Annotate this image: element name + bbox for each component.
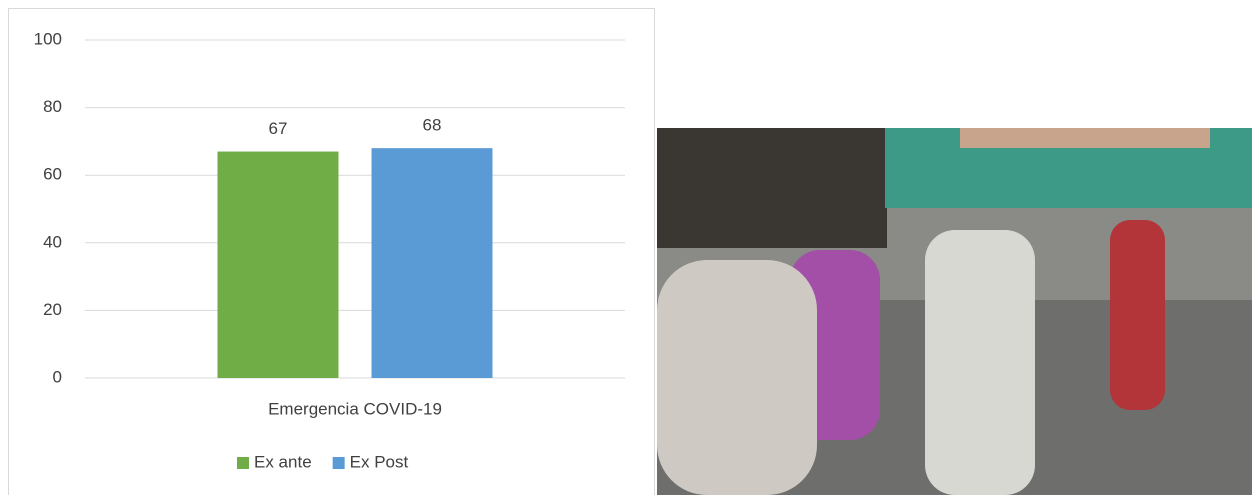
- y-tick-label: 80: [43, 97, 62, 116]
- x-tick-label: Emergencia COVID-19: [268, 399, 442, 418]
- photo-roof: [960, 128, 1210, 148]
- y-tick-label: 60: [43, 165, 62, 184]
- legend-swatch: [237, 457, 249, 469]
- photo-building: [657, 128, 887, 248]
- y-tick-label: 20: [43, 300, 62, 319]
- bar: [371, 148, 493, 378]
- y-tick-label: 100: [34, 29, 62, 48]
- data-label: 68: [423, 116, 442, 135]
- photo-person: [925, 230, 1035, 495]
- bar: [217, 151, 339, 378]
- photo: [657, 128, 1252, 495]
- legend-swatch: [332, 457, 345, 469]
- data-label: 67: [269, 119, 288, 138]
- photo-person: [1110, 220, 1165, 410]
- photo-person: [657, 260, 817, 495]
- y-tick-label: 0: [53, 367, 62, 386]
- legend-label: Ex Post: [350, 452, 409, 471]
- y-tick-label: 40: [43, 232, 62, 251]
- legend-label: Ex ante: [254, 452, 312, 471]
